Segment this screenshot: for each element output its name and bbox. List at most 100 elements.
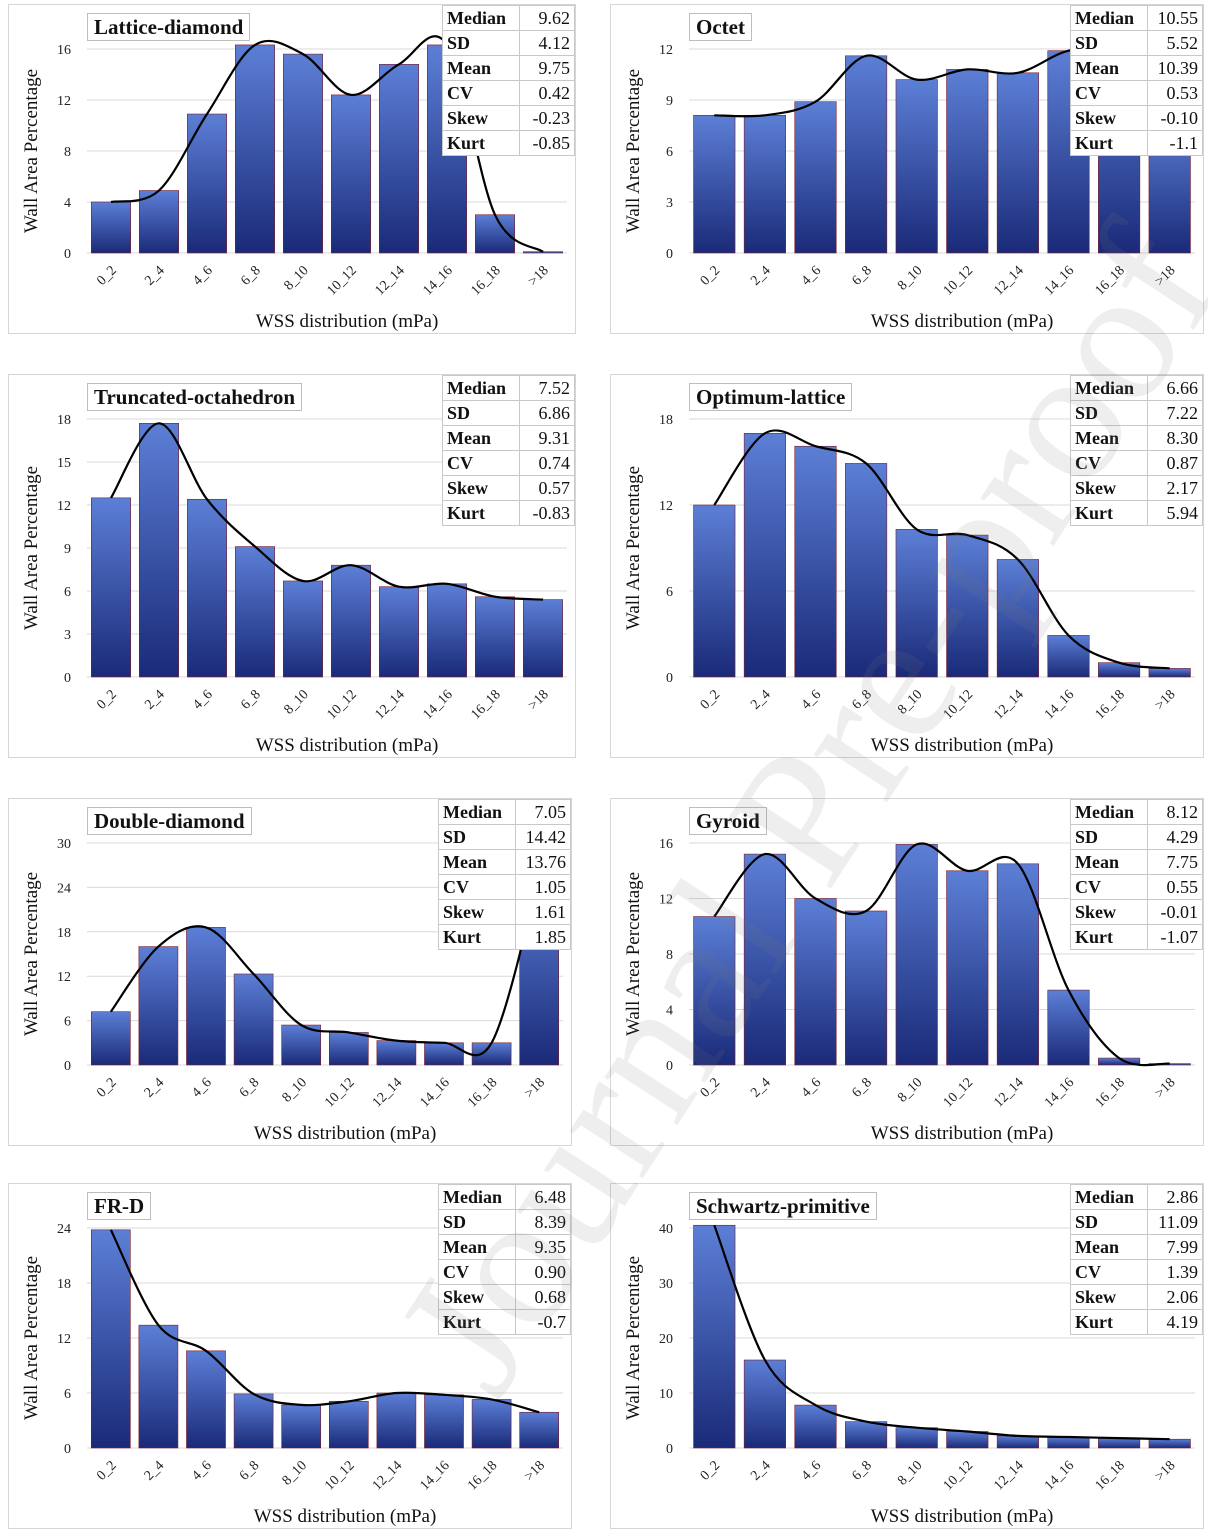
stat-name: SD	[438, 824, 516, 850]
stat-name: Median	[1070, 375, 1148, 401]
y-tick-label: 12	[659, 893, 673, 908]
y-tick-label: 12	[57, 970, 71, 985]
bar	[1047, 989, 1090, 1066]
stat-name: Kurt	[438, 924, 516, 950]
bar	[996, 72, 1039, 254]
chart-svg: 0 4 8 12 16 0_2 2_4 4_6 6_8 8_10 10_12 12_14 14_16 16…	[623, 837, 1195, 1144]
chart-title: Lattice-diamond	[87, 13, 251, 41]
stat-value: -0.83	[519, 500, 575, 526]
stat-value: 10.39	[1147, 55, 1203, 81]
x-tick-label: 6_8	[849, 1458, 874, 1483]
x-tick-label: 8_10	[895, 263, 925, 293]
stats-row: Skew -0.01	[1070, 899, 1203, 925]
y-tick-label: 8	[64, 145, 71, 160]
stat-value: 9.62	[519, 5, 575, 31]
stats-row: Median 7.52	[442, 375, 575, 401]
stat-name: Skew	[1070, 475, 1148, 501]
trend-curve	[713, 1224, 1170, 1441]
chart-panel-4: 0 6 12 18 0_2 2_4 4_6 6_8 8_10 10_12 12_14 14_16 16_…	[610, 374, 1204, 758]
trend-curve	[713, 842, 1170, 1067]
stat-value: 0.90	[515, 1259, 571, 1285]
stat-value: -0.10	[1147, 105, 1203, 131]
bar	[235, 44, 275, 254]
x-tick-label: 16_18	[468, 687, 503, 722]
bar	[187, 113, 227, 254]
y-tick-label: 3	[64, 628, 71, 643]
bar	[1047, 635, 1090, 678]
chart-svg: 0 6 12 18 24 0_2 2_4 4_6 6_8 8_10 10_12 12_14 14_16 1…	[21, 1222, 563, 1527]
y-axis-label: Wall Area Percentage	[623, 69, 644, 233]
stats-table: Median 9.62 SD 4.12 Mean 9.75 CV 0.42 Skew -0.23 K…	[442, 5, 575, 156]
bar	[139, 190, 179, 254]
y-tick-label: 0	[64, 247, 71, 262]
y-tick-label: 16	[57, 43, 71, 58]
bar	[895, 79, 938, 254]
stats-row: Kurt -0.85	[442, 130, 575, 156]
stat-name: CV	[1070, 1259, 1148, 1285]
x-tick-label: 10_12	[941, 1458, 976, 1493]
stats-row: CV 0.55	[1070, 874, 1203, 900]
stat-value: 7.75	[1147, 849, 1203, 875]
stats-row: Mean 9.31	[442, 425, 575, 451]
stats-row: Kurt -1.1	[1070, 130, 1203, 156]
stats-row: SD 8.39	[438, 1209, 571, 1235]
stat-value: 1.85	[515, 924, 571, 950]
stats-row: CV 0.53	[1070, 80, 1203, 106]
stat-name: Skew	[438, 1284, 516, 1310]
bar	[424, 1394, 464, 1449]
stats-row: Mean 7.75	[1070, 849, 1203, 875]
stat-value: 7.52	[519, 375, 575, 401]
stat-name: Skew	[442, 475, 520, 501]
x-tick-label: 16_18	[465, 1075, 500, 1110]
bar	[1148, 668, 1191, 678]
x-axis-label: WSS distribution (mPa)	[871, 1123, 1054, 1144]
bar	[794, 898, 837, 1066]
x-axis-label: WSS distribution (mPa)	[254, 1123, 437, 1144]
stat-name: Mean	[442, 55, 520, 81]
stats-row: Median 6.48	[438, 1184, 571, 1210]
stat-name: Skew	[1070, 105, 1148, 131]
x-tick-label: 12_14	[991, 1075, 1026, 1110]
x-tick-label: 4_6	[799, 1458, 824, 1483]
stat-value: 4.19	[1147, 1309, 1203, 1335]
stat-name: SD	[438, 1209, 516, 1235]
stat-name: Median	[438, 1184, 516, 1210]
stats-row: Skew 2.06	[1070, 1284, 1203, 1310]
chart-panel-7: 0 6 12 18 24 0_2 2_4 4_6 6_8 8_10 10_12 12_14 14_16 1…	[8, 1183, 572, 1529]
bar	[283, 53, 323, 254]
x-tick-label: 12_14	[991, 263, 1026, 298]
stat-name: Median	[1070, 799, 1148, 825]
stat-name: Mean	[442, 425, 520, 451]
x-tick-label: 10_12	[941, 263, 976, 298]
x-tick-label: 10_12	[941, 1075, 976, 1110]
x-tick-label: >18	[522, 1075, 548, 1101]
bar	[233, 1393, 274, 1449]
stat-value: 8.30	[1147, 425, 1203, 451]
x-tick-label: 4_6	[799, 1075, 824, 1100]
stats-row: SD 5.52	[1070, 30, 1203, 56]
x-tick-label: 12_14	[372, 263, 407, 298]
stat-name: CV	[442, 450, 520, 476]
y-tick-label: 18	[57, 926, 71, 941]
x-tick-label: 12_14	[370, 1458, 405, 1493]
chart-panel-5: 0 6 12 18 24 30 0_2 2_4 4_6 6_8 8_10 10_12 12_14 14_1…	[8, 798, 572, 1146]
stat-name: SD	[442, 400, 520, 426]
stat-name: SD	[1070, 400, 1148, 426]
stat-name: CV	[1070, 874, 1148, 900]
bar	[845, 910, 888, 1066]
x-tick-label: 10_12	[941, 687, 976, 722]
y-axis-label: Wall Area Percentage	[21, 872, 42, 1036]
x-tick-label: 14_16	[1042, 687, 1077, 722]
y-tick-label: 0	[666, 1059, 673, 1074]
stat-value: 8.12	[1147, 799, 1203, 825]
stat-name: Mean	[438, 1234, 516, 1260]
x-tick-label: 2_4	[142, 263, 167, 288]
stat-name: Mean	[1070, 849, 1148, 875]
bar	[283, 580, 323, 678]
bar	[996, 559, 1039, 678]
stats-row: CV 0.87	[1070, 450, 1203, 476]
y-tick-label: 9	[64, 542, 71, 557]
bar	[379, 63, 419, 254]
stats-row: Median 9.62	[442, 5, 575, 31]
